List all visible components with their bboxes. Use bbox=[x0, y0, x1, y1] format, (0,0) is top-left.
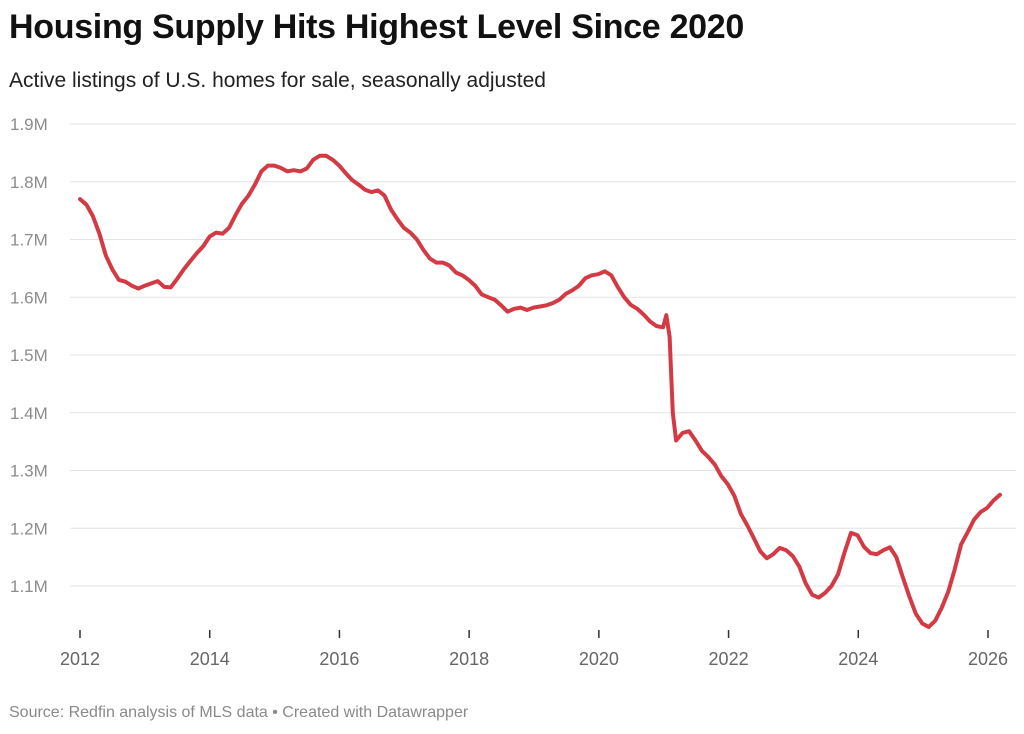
y-tick-label: 1.3M bbox=[10, 462, 48, 481]
y-tick-label: 1.6M bbox=[10, 288, 48, 307]
x-tick-label: 2022 bbox=[709, 649, 749, 669]
x-tick-label: 2016 bbox=[319, 649, 359, 669]
y-tick-label: 1.7M bbox=[10, 231, 48, 250]
chart-title: Housing Supply Hits Highest Level Since … bbox=[9, 8, 744, 46]
y-tick-label: 1.8M bbox=[10, 173, 48, 192]
series-line-active-listings bbox=[78, 153, 1002, 629]
x-tick-label: 2012 bbox=[60, 649, 100, 669]
x-tick-label: 2018 bbox=[449, 649, 489, 669]
x-tick-label: 2020 bbox=[579, 649, 619, 669]
x-tick-label: 2026 bbox=[968, 649, 1008, 669]
y-tick-label: 1.5M bbox=[10, 346, 48, 365]
y-tick-label: 1.9M bbox=[10, 115, 48, 134]
source-note: Source: Redfin analysis of MLS data • Cr… bbox=[9, 704, 469, 721]
y-tick-label: 1.2M bbox=[10, 519, 48, 538]
x-tick-label: 2024 bbox=[838, 649, 878, 669]
y-tick-label: 1.1M bbox=[10, 577, 48, 596]
chart-subtitle: Active listings of U.S. homes for sale, … bbox=[9, 69, 546, 92]
x-tick-label: 2014 bbox=[190, 649, 230, 669]
y-tick-label: 1.4M bbox=[10, 404, 48, 423]
